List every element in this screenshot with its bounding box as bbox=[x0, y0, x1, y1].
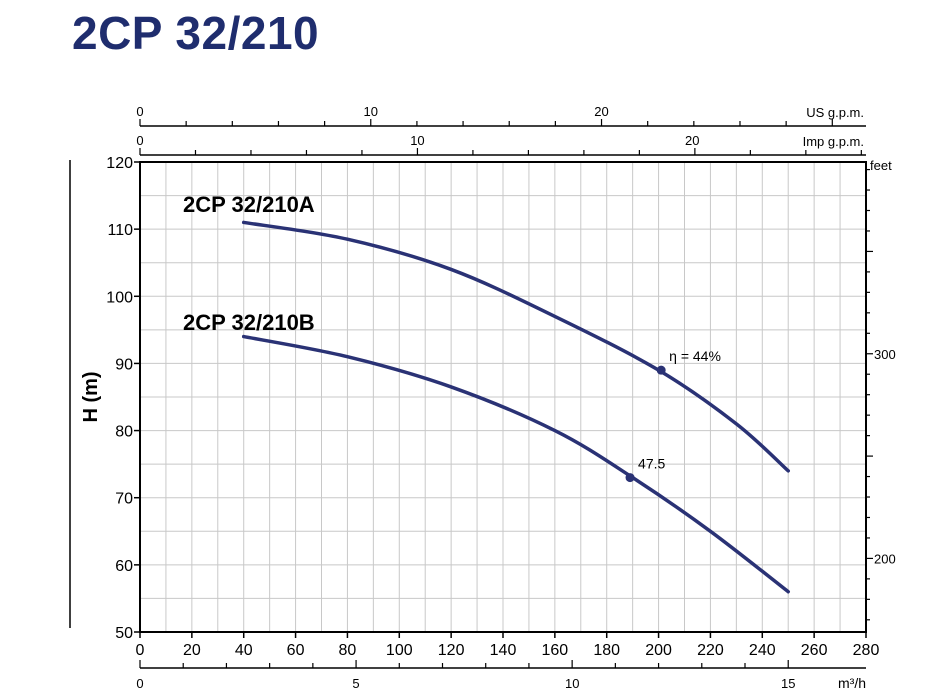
top-axis-tick-label: 20 bbox=[685, 133, 699, 148]
y-tick-label: 50 bbox=[115, 625, 133, 642]
x-tick-label: 60 bbox=[287, 642, 305, 659]
x-tick-label: 0 bbox=[136, 642, 145, 659]
y-tick-label: 100 bbox=[106, 289, 133, 306]
top-axis-unit-label: Imp g.p.m. bbox=[803, 134, 864, 149]
x-tick-label: 180 bbox=[593, 642, 620, 659]
top-axis-tick-label: 0 bbox=[136, 104, 143, 119]
m3h-tick-label: 0 bbox=[136, 676, 143, 691]
feet-unit-label: feet bbox=[870, 158, 892, 173]
x-tick-label: 200 bbox=[645, 642, 672, 659]
curve-series-1 bbox=[241, 220, 790, 473]
m3h-unit-label: m³/h bbox=[838, 675, 866, 691]
x-tick-label: 20 bbox=[183, 642, 201, 659]
x-tick-label: 100 bbox=[386, 642, 413, 659]
y-axis-label: H (m) bbox=[80, 371, 102, 422]
curve-series-2 bbox=[241, 334, 790, 594]
x-tick-label: 240 bbox=[749, 642, 776, 659]
y-tick-label: 60 bbox=[115, 558, 133, 575]
chart-axes bbox=[69, 119, 873, 669]
curve-label-series-2: 2CP 32/210B bbox=[183, 310, 315, 335]
efficiency-label-1: η = 44% bbox=[669, 348, 721, 364]
x-tick-label: 140 bbox=[490, 642, 517, 659]
top-axis-tick-label: 20 bbox=[594, 104, 608, 119]
m3h-tick-label: 10 bbox=[565, 676, 579, 691]
x-tick-label: 220 bbox=[697, 642, 724, 659]
y-tick-label: 90 bbox=[115, 356, 133, 373]
x-tick-label: 260 bbox=[801, 642, 828, 659]
chart-curves bbox=[241, 220, 790, 594]
feet-tick-label: 300 bbox=[874, 347, 896, 362]
m3h-tick-label: 15 bbox=[781, 676, 795, 691]
efficiency-point-2 bbox=[625, 473, 635, 483]
y-tick-label: 120 bbox=[106, 155, 133, 172]
y-tick-label: 80 bbox=[115, 424, 133, 441]
x-tick-label: 120 bbox=[438, 642, 465, 659]
efficiency-point-1 bbox=[656, 365, 666, 375]
top-axis-tick-label: 10 bbox=[364, 104, 378, 119]
curve-label-series-1: 2CP 32/210A bbox=[183, 192, 315, 217]
x-tick-label: 80 bbox=[339, 642, 357, 659]
y-tick-label: 110 bbox=[107, 222, 133, 239]
m3h-tick-label: 5 bbox=[352, 676, 359, 691]
x-tick-label: 280 bbox=[853, 642, 880, 659]
top-axis-tick-label: 10 bbox=[410, 133, 424, 148]
x-tick-label: 160 bbox=[542, 642, 569, 659]
efficiency-label-2: 47.5 bbox=[638, 456, 665, 472]
page-title: 2CP 32/210 bbox=[72, 7, 320, 59]
x-tick-label: 40 bbox=[235, 642, 253, 659]
top-axis-unit-label: US g.p.m. bbox=[806, 105, 864, 120]
feet-tick-label: 200 bbox=[874, 551, 896, 566]
y-tick-label: 70 bbox=[115, 491, 133, 508]
top-axis-tick-label: 0 bbox=[136, 133, 143, 148]
chart-grid bbox=[140, 162, 866, 632]
